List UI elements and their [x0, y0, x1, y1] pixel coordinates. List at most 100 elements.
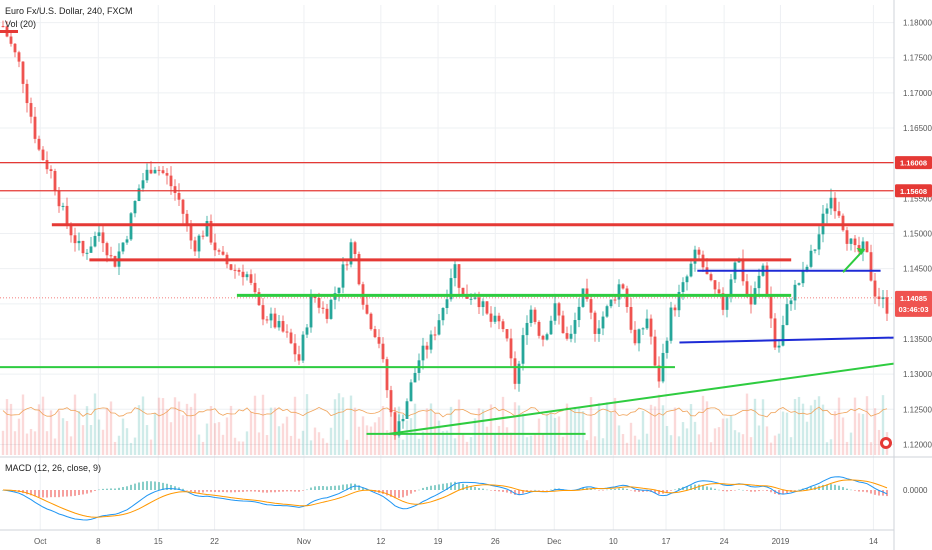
macd-histogram-bar — [634, 490, 636, 492]
macd-pane: 0.0000 — [0, 456, 932, 521]
candle-body — [773, 318, 777, 348]
time-axis[interactable]: Oct 8 15 22 Nov 12 19 26 Dec 10 17 24 2019 14 — [0, 529, 894, 546]
candle-body — [441, 307, 445, 321]
volume-bar — [25, 433, 29, 455]
candle-body — [709, 274, 713, 281]
candle-body — [545, 334, 549, 340]
symbol-title[interactable]: Euro Fx/U.S. Dollar, 240, FXCM — [5, 6, 133, 16]
candle — [485, 301, 489, 315]
candle — [197, 234, 201, 259]
candle — [625, 285, 629, 313]
macd-histogram-bar — [870, 490, 872, 494]
macd-tick-label: 0.0000 — [903, 486, 928, 495]
macd-histogram-bar — [594, 489, 596, 490]
macd-histogram-bar — [162, 482, 164, 490]
candle-body — [837, 211, 841, 216]
volume-bar — [373, 422, 377, 455]
candle-body — [121, 242, 125, 252]
volume-bar — [645, 433, 649, 455]
candle-body — [45, 160, 49, 170]
macd-histogram-bar — [630, 490, 632, 491]
candle — [721, 287, 725, 316]
event-icon[interactable] — [880, 437, 892, 449]
volume-bar — [829, 439, 833, 455]
candle — [873, 273, 877, 304]
macd-histogram-bar — [30, 490, 32, 496]
volume-bar — [349, 395, 353, 455]
volume-bar — [529, 435, 533, 455]
macd-histogram-bar — [666, 490, 668, 493]
macd-histogram-bar — [394, 490, 396, 499]
candle — [49, 165, 53, 179]
volume-bar — [781, 411, 785, 455]
volume-bar — [737, 432, 741, 455]
candle-body — [481, 301, 485, 308]
candle-body — [725, 295, 729, 310]
candle-body — [573, 320, 577, 334]
volume-indicator-label[interactable]: Vol (20) — [5, 19, 36, 29]
volume-bar — [185, 403, 189, 455]
macd-histogram-bar — [314, 486, 316, 490]
candle-body — [369, 313, 373, 330]
candle-body — [825, 208, 829, 214]
candle-body — [633, 329, 637, 344]
candle-body — [253, 282, 257, 293]
volume-bar — [473, 418, 477, 455]
candle-body — [353, 242, 357, 255]
macd-histogram-bar — [234, 490, 236, 493]
volume-bar — [797, 396, 801, 455]
macd-histogram-bar — [486, 489, 488, 491]
candle-body — [1, 26, 5, 28]
candle-body — [609, 299, 613, 307]
price-level-badge[interactable]: 1.15608 — [895, 184, 932, 198]
macd-histogram-bar — [510, 490, 512, 494]
price-level-badge[interactable]: 1.16008 — [895, 156, 932, 170]
macd-histogram-bar — [446, 483, 448, 490]
volume-bar — [37, 404, 41, 455]
price-level-badge-label: 1.16008 — [900, 159, 927, 168]
candle-body — [53, 171, 57, 192]
volume-pane — [1, 393, 889, 455]
candle — [817, 226, 821, 256]
macd-histogram-bar — [458, 482, 460, 490]
macd-histogram-bar — [454, 481, 456, 490]
macd-histogram-bar — [442, 483, 444, 490]
candle — [77, 232, 81, 251]
macd-histogram-bar — [654, 490, 656, 494]
last-price-badge[interactable]: 1.14085 03:46:03 — [895, 290, 932, 317]
candle-body — [461, 287, 465, 295]
volume-bar — [641, 410, 645, 455]
macd-histogram-bar — [494, 490, 496, 491]
candle — [245, 271, 249, 281]
candle — [453, 260, 457, 287]
candle — [585, 278, 589, 302]
volume-bar — [145, 425, 149, 455]
candle-body — [885, 297, 889, 314]
volume-bar — [449, 406, 453, 455]
macd-indicator-label[interactable]: MACD (12, 26, close, 9) — [5, 463, 101, 473]
volume-bar — [137, 405, 141, 455]
candle — [813, 249, 817, 254]
candle — [377, 329, 381, 349]
volume-bar — [849, 432, 853, 455]
candle — [669, 301, 673, 344]
candle — [301, 331, 305, 364]
macd-histogram-bar — [478, 488, 480, 490]
macd-histogram-bar — [250, 490, 252, 492]
candle-body — [197, 235, 201, 252]
candle — [285, 324, 289, 338]
candle — [749, 285, 753, 314]
candle — [713, 279, 717, 295]
price-axis[interactable]: 1.180001.175001.170001.165001.160001.155… — [893, 0, 932, 550]
volume-bar — [601, 438, 605, 455]
volume-bar — [805, 421, 809, 455]
candle — [413, 367, 417, 383]
volume-bar — [801, 403, 805, 455]
macd-histogram-bar — [166, 483, 168, 490]
candle-body — [577, 306, 581, 321]
macd-histogram-bar — [638, 490, 640, 492]
candle — [781, 315, 785, 347]
volume-bar — [29, 428, 33, 455]
macd-histogram-bar — [390, 490, 392, 497]
